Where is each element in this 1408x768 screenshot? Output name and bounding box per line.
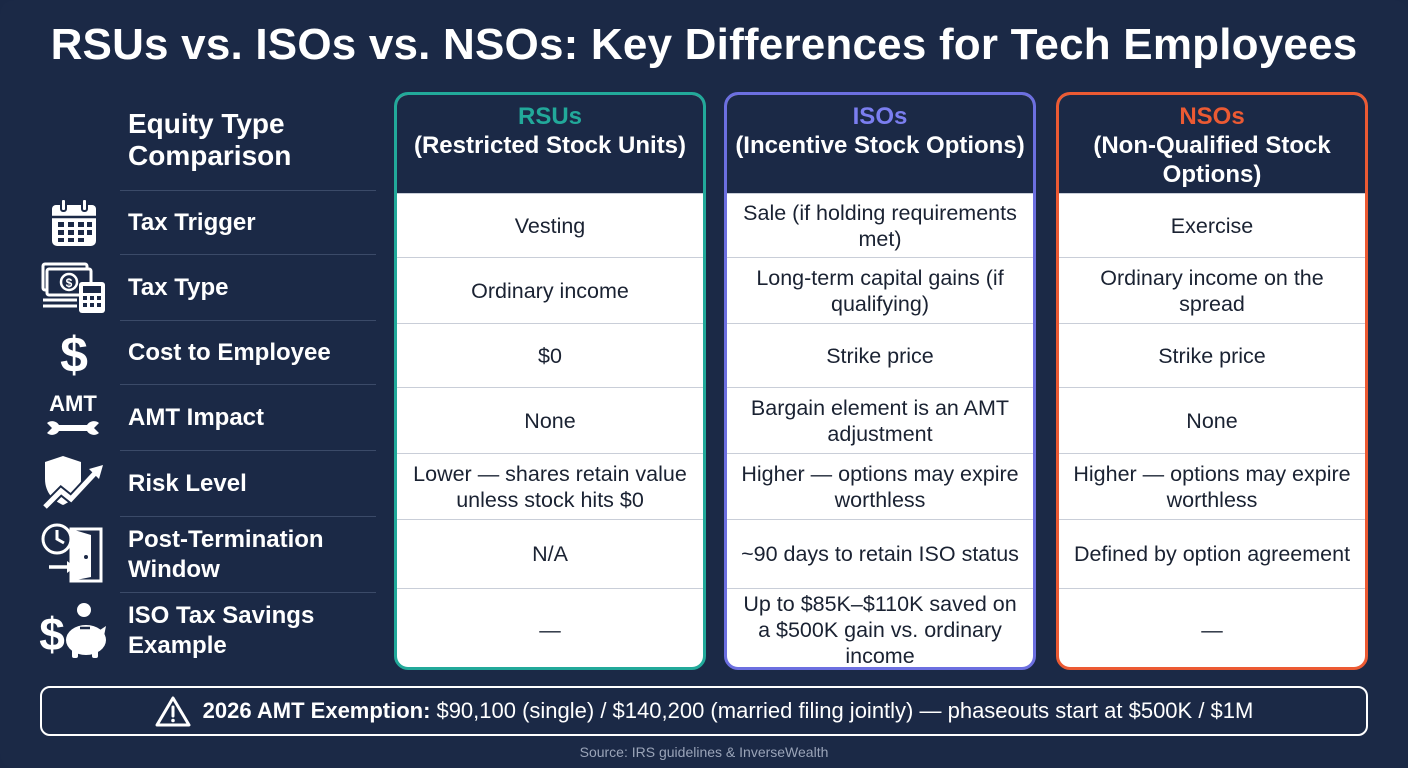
row-label-risk: Risk Level <box>120 450 376 516</box>
row-label-amt: AMT Impact <box>120 384 376 450</box>
dollar-sign-icon: $ <box>36 324 112 382</box>
amt-wrench-icon: AMT <box>36 388 112 446</box>
calendar-icon <box>36 194 112 252</box>
iso-tax-type: Long-term capital gains (if qualifying) <box>727 257 1033 323</box>
source-note: Source: IRS guidelines & InverseWealth <box>579 744 829 760</box>
iso-full-name: (Incentive Stock Options) <box>735 132 1025 159</box>
row-label-tax-type: Tax Type <box>120 254 376 320</box>
iso-column: ISOs (Incentive Stock Options) Sale (if … <box>724 92 1036 670</box>
nso-full-name: (Non-Qualified Stock Options) <box>1093 132 1331 188</box>
rsu-cost: $0 <box>397 323 703 387</box>
svg-text:$: $ <box>39 608 65 660</box>
nso-abbr: NSOs <box>1179 103 1245 130</box>
svg-text:$: $ <box>66 276 73 290</box>
rsu-full-name: (Restricted Stock Units) <box>413 132 687 159</box>
row-label-tax-trigger: Tax Trigger <box>120 190 376 254</box>
iso-column-header: ISOs (Incentive Stock Options) <box>727 95 1033 193</box>
amt-exemption-banner: 2026 AMT Exemption: $90,100 (single) / $… <box>40 686 1368 736</box>
nso-column: NSOs (Non-Qualified Stock Options) Exerc… <box>1056 92 1368 670</box>
iso-savings-example: Up to $85K–$110K saved on a $500K gain v… <box>727 588 1033 667</box>
nso-tax-trigger: Exercise <box>1059 193 1365 257</box>
rsu-iso-savings: — <box>397 588 703 667</box>
page-title: RSUs vs. ISOs vs. NSOs: Key Differences … <box>50 20 1358 69</box>
iso-post-termination: ~90 days to retain ISO status <box>727 519 1033 588</box>
warning-icon <box>155 695 191 727</box>
nso-column-header: NSOs (Non-Qualified Stock Options) <box>1059 95 1365 193</box>
nso-tax-type: Ordinary income on the spread <box>1059 257 1365 323</box>
svg-text:AMT: AMT <box>49 391 97 416</box>
nso-amt: None <box>1059 387 1365 453</box>
nso-cost: Strike price <box>1059 323 1365 387</box>
nso-risk: Higher — options may expire worthless <box>1059 453 1365 519</box>
iso-risk: Higher — options may expire worthless <box>727 453 1033 519</box>
iso-amt: Bargain element is an AMT adjustment <box>727 387 1033 453</box>
svg-text:$: $ <box>60 327 88 381</box>
iso-tax-trigger: Sale (if holding requirements met) <box>727 193 1033 257</box>
money-calculator-icon: $ <box>36 258 112 316</box>
clock-door-icon <box>36 520 112 588</box>
rsu-abbr: RSUs <box>517 103 583 130</box>
rsu-tax-type: Ordinary income <box>397 257 703 323</box>
nso-post-termination: Defined by option agreement <box>1059 519 1365 588</box>
left-column-header: Equity Type Comparison <box>128 108 292 171</box>
nso-iso-savings: — <box>1059 588 1365 667</box>
row-label-post-termination: Post-Termination Window <box>120 516 376 592</box>
iso-cost: Strike price <box>727 323 1033 387</box>
rsu-risk: Lower — shares retain value unless stock… <box>397 453 703 519</box>
banner-text: $90,100 (single) / $140,200 (married fil… <box>436 698 1254 723</box>
rsu-amt: None <box>397 387 703 453</box>
iso-abbr: ISOs <box>852 103 908 130</box>
rsu-post-termination: N/A <box>397 519 703 588</box>
rsu-column-header: RSUs (Restricted Stock Units) <box>397 95 703 193</box>
rsu-column: RSUs (Restricted Stock Units) Vesting Or… <box>394 92 706 670</box>
row-label-cost: Cost to Employee <box>120 320 376 384</box>
rsu-tax-trigger: Vesting <box>397 193 703 257</box>
row-label-iso-savings: ISO Tax Savings Example <box>120 592 376 668</box>
piggy-bank-icon: $ <box>36 598 112 664</box>
shield-trend-icon <box>36 452 112 514</box>
banner-bold-label: 2026 AMT Exemption: <box>202 698 431 723</box>
